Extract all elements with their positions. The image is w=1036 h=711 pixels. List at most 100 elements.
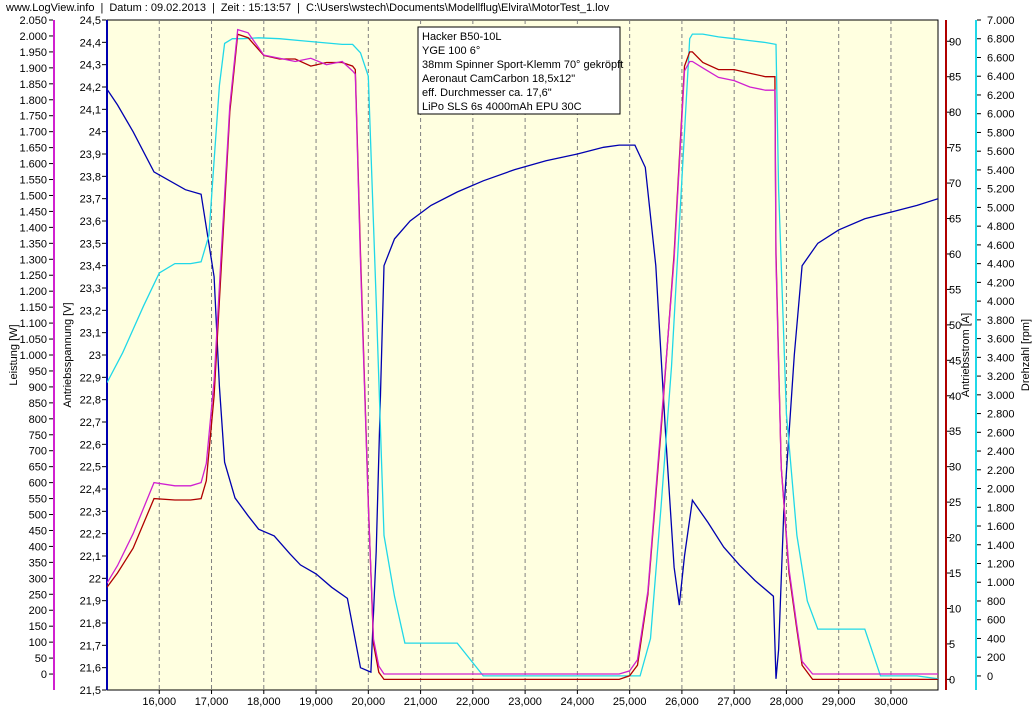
y-tick-label: 2.000 — [987, 484, 1015, 496]
y-tick-label: 0 — [987, 671, 993, 683]
info-box-frame — [417, 26, 621, 115]
y-tick-label: 22,6 — [80, 439, 101, 451]
y-tick-label: 22,5 — [80, 462, 101, 474]
y-tick-label: 500 — [29, 510, 47, 522]
y-tick-label: 5 — [949, 639, 955, 651]
y-tick-label: 65 — [949, 214, 961, 226]
y-tick-label: 1.700 — [19, 127, 47, 139]
y-tick-label: 450 — [29, 525, 47, 537]
y-tick-label: 5.200 — [987, 184, 1015, 196]
x-tick-label: 23,000 — [508, 696, 542, 708]
y-tick-label: 24,3 — [80, 60, 101, 72]
y-tick-label: 2.400 — [987, 446, 1015, 458]
y-tick-label: 6.000 — [987, 109, 1015, 121]
y-tick-label: 1.850 — [19, 79, 47, 91]
y-tick-label: 1.250 — [19, 270, 47, 282]
y-tick-label: 200 — [29, 605, 47, 617]
y-tick-label: 1.600 — [19, 159, 47, 171]
y-tick-label: 2.600 — [987, 427, 1015, 439]
x-tick-label: 22,000 — [456, 696, 490, 708]
y-tick-label: 0 — [949, 674, 955, 686]
y-tick-label: 20 — [949, 533, 961, 545]
y-tick-label: 23 — [89, 350, 101, 362]
y-tick-label: 80 — [949, 107, 961, 119]
y-tick-label: 25 — [949, 497, 961, 509]
x-tick-label: 24,000 — [561, 696, 595, 708]
y-tick-label: 400 — [987, 633, 1005, 645]
strom-axis-title: Antriebsstrom [A] — [960, 313, 972, 397]
y-tick-label: 5.600 — [987, 146, 1015, 158]
y-tick-label: 55 — [949, 284, 961, 296]
y-tick-label: 2.050 — [19, 15, 47, 27]
y-tick-label: 35 — [949, 426, 961, 438]
y-tick-label: 6.400 — [987, 71, 1015, 83]
x-tick-label: 29,000 — [822, 696, 856, 708]
y-tick-label: 150 — [29, 621, 47, 633]
y-tick-label: 350 — [29, 557, 47, 569]
y-tick-label: 22,7 — [80, 417, 101, 429]
y-tick-label: 1.200 — [19, 286, 47, 298]
leistung-axis: 0 50 100 150 200 250 300 350 400 450 500 550 600 650 7… — [8, 15, 53, 681]
y-tick-label: 23,6 — [80, 216, 101, 228]
y-tick-label: 100 — [29, 637, 47, 649]
y-tick-label: 2.000 — [19, 31, 47, 43]
y-tick-label: 15 — [949, 568, 961, 580]
y-tick-label: 3.600 — [987, 334, 1015, 346]
y-tick-label: 22 — [89, 573, 101, 585]
y-tick-label: 24,5 — [80, 15, 101, 27]
info-box-line: eff. Durchmesser ca. 17,6" — [422, 87, 552, 99]
y-tick-label: 1.500 — [19, 190, 47, 202]
header-separator: | — [211, 2, 215, 14]
x-tick-label: 17,000 — [195, 696, 229, 708]
info-box-line: 38mm Spinner Sport-Klemm 70° gekröpft — [422, 59, 623, 71]
date-label: Datum : 09.02.2013 — [109, 2, 206, 14]
y-tick-label: 2.200 — [987, 465, 1015, 477]
strom-axis: 0 5 10 15 20 25 30 35 40 45 50 55 60 65 70 75 80 85 90 Antr… — [947, 36, 972, 686]
x-tick-label: 27,000 — [717, 696, 751, 708]
header-separator: | — [100, 2, 104, 14]
leistung-axis-line — [53, 20, 55, 690]
y-tick-label: 0 — [41, 669, 47, 681]
y-tick-label: 1.050 — [19, 334, 47, 346]
y-tick-label: 21,5 — [80, 685, 101, 697]
file-path-label: C:\Users\wstech\Documents\Modellflug\Elv… — [306, 2, 610, 14]
y-tick-label: 23,2 — [80, 305, 101, 317]
spannung-axis: 21,5 21,6 21,7 21,8 21,9 22 22,1 22,2 22,3 22,4 22… — [62, 15, 106, 697]
y-tick-label: 800 — [29, 414, 47, 426]
y-tick-label: 6.800 — [987, 34, 1015, 46]
y-tick-label: 1.100 — [19, 318, 47, 330]
y-tick-label: 3.800 — [987, 315, 1015, 327]
y-tick-label: 2.800 — [987, 409, 1015, 421]
y-tick-label: 1.750 — [19, 111, 47, 123]
spannung-axis-title: Antriebsspannung [V] — [62, 302, 74, 407]
y-tick-label: 1.800 — [19, 95, 47, 107]
y-tick-label: 1.400 — [19, 222, 47, 234]
y-tick-label: 23,3 — [80, 283, 101, 295]
x-tick-label: 19,000 — [299, 696, 333, 708]
y-tick-label: 60 — [949, 249, 961, 261]
y-tick-label: 4.800 — [987, 221, 1015, 233]
y-tick-label: 750 — [29, 430, 47, 442]
y-tick-label: 75 — [949, 143, 961, 155]
y-tick-label: 21,6 — [80, 663, 101, 675]
site-label: www.LogView.info — [6, 2, 95, 14]
y-tick-label: 22,1 — [80, 551, 101, 563]
info-box-line: YGE 100 6° — [422, 45, 480, 57]
leistung-axis-title: Leistung [W] — [8, 324, 20, 385]
y-tick-label: 1.000 — [987, 577, 1015, 589]
y-tick-label: 250 — [29, 589, 47, 601]
y-tick-label: 3.200 — [987, 371, 1015, 383]
y-tick-label: 85 — [949, 72, 961, 84]
plot-area — [106, 19, 939, 691]
y-tick-label: 22,2 — [80, 529, 101, 541]
y-tick-label: 6.200 — [987, 90, 1015, 102]
y-tick-label: 1.200 — [987, 558, 1015, 570]
y-tick-label: 22,9 — [80, 372, 101, 384]
info-box: Hacker B50-10L YGE 100 6° 38mm Spinner Spo… — [417, 26, 623, 115]
x-tick-label: 21,000 — [404, 696, 438, 708]
y-tick-label: 5.000 — [987, 202, 1015, 214]
y-tick-label: 850 — [29, 398, 47, 410]
y-tick-label: 24,2 — [80, 82, 101, 94]
